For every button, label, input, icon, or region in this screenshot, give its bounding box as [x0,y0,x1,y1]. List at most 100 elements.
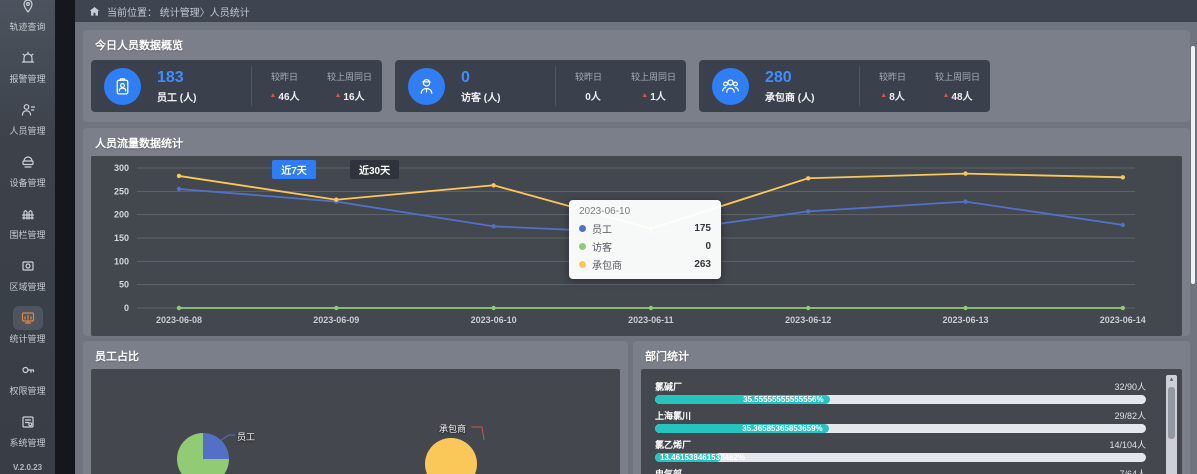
tab-last-7-days[interactable]: 近7天 [272,160,316,179]
svg-text:250: 250 [114,186,129,196]
series-dot-visitor [579,243,586,250]
stat-value: 0 [461,68,470,86]
overview-panel-title: 今日人员数据概览 [95,40,183,52]
scroll-up-arrow-icon[interactable]: ▴ [1169,376,1174,383]
svg-text:2023-06-08: 2023-06-08 [156,315,202,325]
department-count: 14/104人 [1109,440,1146,450]
department-scrollbar[interactable]: ▴ [1166,375,1177,474]
sidebar-item-device-mgmt[interactable]: 设备管理 [0,144,55,195]
up-arrow-icon: ▲ [880,91,888,99]
pie-slice-label: 员工 [237,432,256,442]
department-name: 氯乙烯厂 [655,440,692,450]
track-icon [13,0,43,18]
employee-pie-chart [177,433,229,474]
system-icon [13,410,43,434]
svg-text:150: 150 [114,233,129,243]
chart-tooltip: 2023-06-10 员工 175 访客 0 承包商 263 [569,200,721,279]
svg-text:100: 100 [114,256,129,266]
department-count: 29/82人 [1114,411,1146,421]
main-content: 当前位置： 统计管理〉人员统计 今日人员数据概览 183 员工 (人) [75,0,1197,474]
compare-value: ▲ 1人 [641,91,666,103]
sidebar-item-area-mgmt[interactable]: 区域管理 [0,248,55,299]
divider [555,66,556,106]
series-dot-contractor [579,261,586,268]
range-tabs: 近7天 近30天 [272,160,400,179]
overview-panel: 今日人员数据概览 183 员工 (人) [83,30,1190,122]
department-row: 氯乙烯厂 14/104人 13.461538461538462% [655,438,1146,462]
sidebar-item-statistics-mgmt[interactable]: 统计管理 [0,300,55,351]
flow-panel: 人员流量数据统计 近7天 近30天 0 50 100 150 200 250 300 2023… [83,128,1190,336]
svg-text:2023-06-12: 2023-06-12 [785,315,831,325]
department-progress-fill: 35.55555555555556% [655,395,830,404]
compare-value: ▲ 46人 [269,91,300,103]
department-stats-panel: 部门统计 氯碱厂 32/90人 35.55555555555556% 上海氯川 29/8… [633,341,1190,474]
department-row: 上海氯川 29/82人 35.36585365853659% [655,409,1146,433]
sidebar-item-fence-mgmt[interactable]: 围栏管理 [0,196,55,247]
svg-text:2023-06-14: 2023-06-14 [1100,315,1146,325]
svg-text:50: 50 [119,280,129,290]
stat-card-employee: 183 员工 (人) 较昨日 ▲ 46人 较上周同日 ▲ 16人 [91,60,382,112]
compare-label: 较上周同日 [630,71,676,82]
compare-label: 较昨日 [574,71,602,82]
compare-value: ▲0人 [585,91,601,103]
svg-text:0: 0 [124,303,129,313]
department-progress-fill: 35.36585365853659% [655,424,829,433]
app-version: V.2.0.23 [12,463,43,472]
stat-value: 183 [157,68,184,86]
tab-last-30-days[interactable]: 近30天 [350,160,400,179]
fence-icon [13,202,43,226]
page-scrollbar[interactable] [1191,46,1195,284]
svg-text:2023-06-10: 2023-06-10 [471,315,517,325]
sidebar-item-personnel-mgmt[interactable]: 人员管理 [0,92,55,143]
department-percent-label: 35.55555555555556% [743,395,824,404]
department-name: 氯碱厂 [655,382,683,392]
compare-value: ▲ 48人 [942,91,973,103]
area-icon [13,254,43,278]
breadcrumb-text: 当前位置： 统计管理〉人员统计 [107,7,250,19]
department-progress-track: 13.461538461538462% [655,453,1146,462]
department-percent-label: 13.461538461538462% [660,453,745,462]
department-count: 7/64人 [1119,469,1146,474]
department-list-area: 氯碱厂 32/90人 35.55555555555556% 上海氯川 29/82人 35.… [641,369,1182,474]
up-arrow-icon: ▲ [641,91,649,99]
stat-card-contractor: 280 承包商 (人) 较昨日 ▲ 8人 较上周同日 ▲ 48人 [699,60,990,112]
department-progress-track: 35.55555555555556% [655,395,1146,404]
stat-label: 承包商 (人) [765,92,815,104]
department-name: 电气部 [655,469,683,474]
sidebar-item-alarm-mgmt[interactable]: 报警管理 [0,40,55,91]
department-list: 氯碱厂 32/90人 35.55555555555556% 上海氯川 29/82人 35.… [641,369,1182,474]
svg-text:200: 200 [114,210,129,220]
series-dot-employee [579,225,586,232]
stat-label: 访客 (人) [461,92,501,104]
pie-chart-area: 员工 承包商 [91,369,620,474]
department-progress-track: 35.36585365853659% [655,424,1146,433]
up-arrow-icon: ▲ [334,91,342,99]
visitor-icon [408,67,445,105]
compare-label: 较昨日 [878,71,906,82]
flow-line-chart: 0 50 100 150 200 250 300 2023-06-08 2023-06-09 20… [114,163,1146,325]
pie-slice-label: 承包商 [439,424,467,434]
compare-value: ▲ 16人 [334,91,365,103]
people-icon [13,98,43,122]
department-count: 32/90人 [1114,382,1146,392]
flow-chart-area: 近7天 近30天 0 50 100 150 200 250 300 2023-06-08 202… [91,156,1182,336]
department-progress-fill: 13.461538461538462% [655,453,745,462]
department-stats-title: 部门统计 [645,351,689,363]
compare-label: 较上周同日 [326,71,372,82]
permission-icon [13,358,43,382]
flow-panel-title: 人员流量数据统计 [95,138,183,150]
up-arrow-icon: ▲ [942,91,950,99]
svg-text:300: 300 [114,163,129,173]
scrollbar-thumb[interactable] [1168,387,1175,439]
stat-label: 员工 (人) [157,92,197,104]
stat-card-visitor: 0 访客 (人) 较昨日 ▲0人 较上周同日 ▲1人 [395,60,686,112]
sidebar-item-track-query[interactable]: 轨迹查询 [0,0,55,39]
employee-ratio-panel: 员工占比 员工 承包商 [83,341,628,474]
sidebar-item-system-mgmt[interactable]: 系统管理 [0,404,55,455]
tooltip-row: 访客 0 [579,239,711,254]
stat-value: 280 [765,68,792,86]
stat-cards: 183 员工 (人) 较昨日 ▲ 46人 较上周同日 ▲ 16人 [83,58,1190,114]
sidebar-item-permission-mgmt[interactable]: 权限管理 [0,352,55,403]
